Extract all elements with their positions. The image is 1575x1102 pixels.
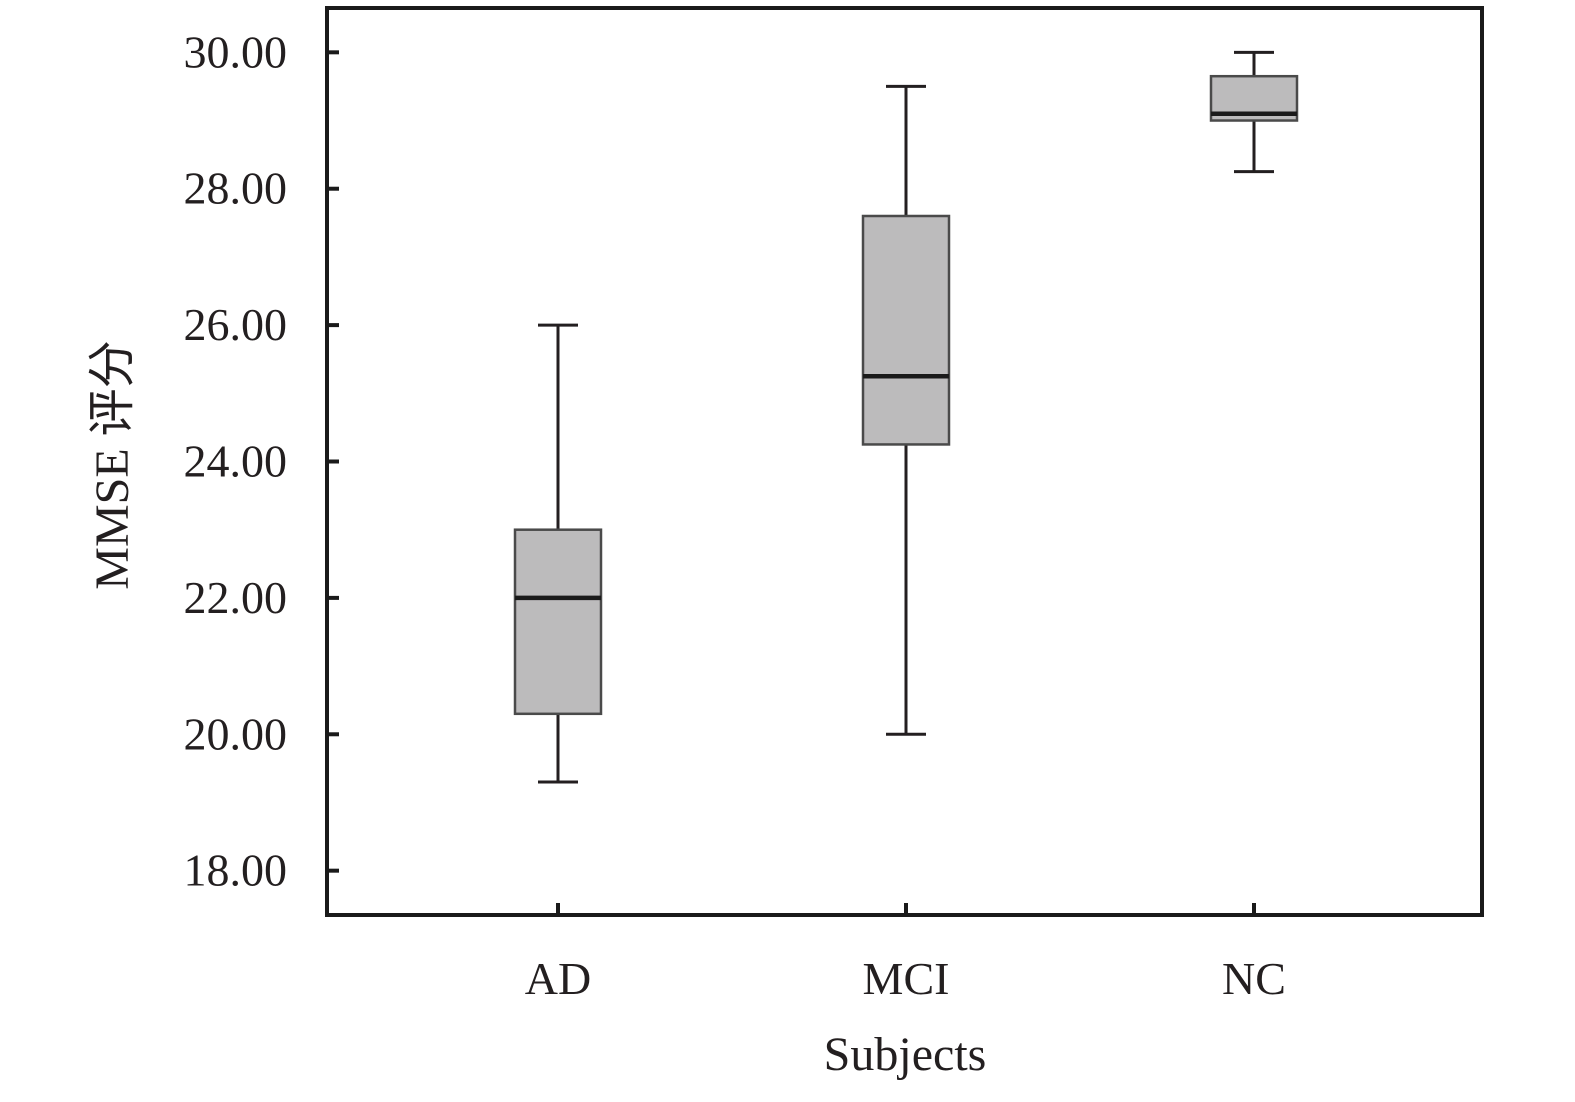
y-tick-label: 18.00	[184, 845, 288, 896]
box-group-nc	[1209, 50, 1299, 174]
y-tick-label: 30.00	[184, 26, 288, 77]
iqr-box	[513, 528, 603, 716]
y-tick-label: 24.00	[184, 436, 288, 487]
y-tick-label: 22.00	[184, 572, 288, 623]
x-axis-title: Subjects	[824, 1028, 987, 1081]
y-tick-label: 20.00	[184, 708, 288, 759]
box-group-ad	[513, 323, 603, 784]
x-tick-label: MCI	[863, 953, 950, 1004]
iqr-box	[861, 214, 951, 446]
x-tick-label: NC	[1222, 953, 1286, 1004]
y-axis-title: MMSE 评分	[86, 340, 139, 589]
ticks-layer: 18.00 20.00 22.00 24.00 26.00 28.00 30.00 AD MCI…	[184, 26, 1286, 1004]
y-tick-label: 26.00	[184, 299, 288, 350]
y-tick-label: 28.00	[184, 163, 288, 214]
boxes-layer	[513, 50, 1299, 784]
x-tick-label: AD	[525, 953, 591, 1004]
box-group-mci	[861, 84, 951, 736]
